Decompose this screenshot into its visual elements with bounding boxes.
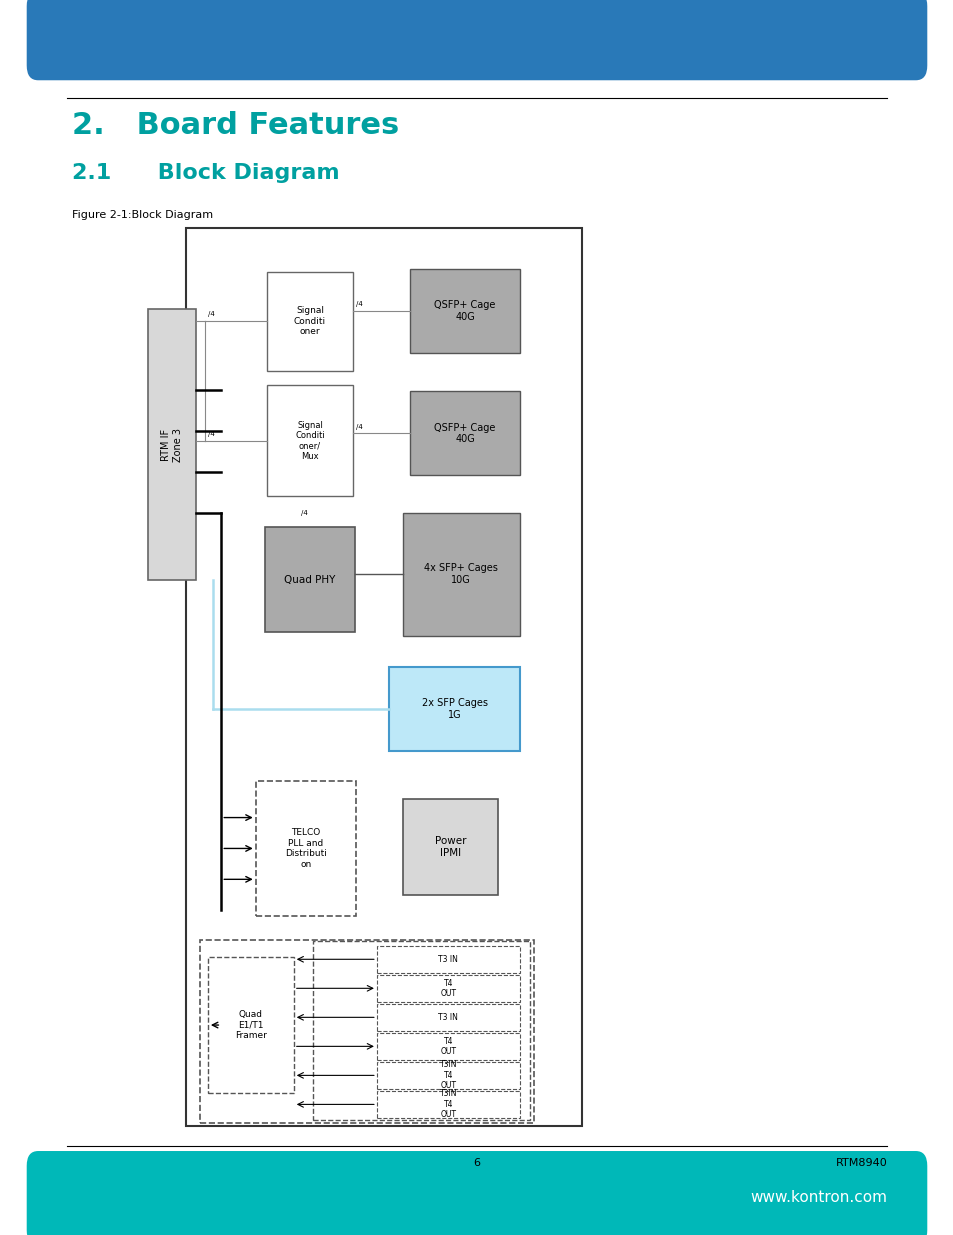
Text: 2x SFP Cages
1G: 2x SFP Cages 1G [421,698,487,720]
Bar [376,1092,519,1118]
Bar [376,1062,519,1089]
Text: T4
OUT: T4 OUT [440,1036,456,1056]
Text: T3 IN: T3 IN [438,1013,457,1021]
Bar [255,781,355,916]
Bar [186,228,581,1126]
Text: Signal
Conditi
oner/
Mux: Signal Conditi oner/ Mux [294,421,325,461]
Text: /4: /4 [300,510,307,516]
Text: QSFP+ Cage
40G: QSFP+ Cage 40G [434,300,496,322]
Text: /4: /4 [355,424,362,430]
Text: T3IN
T4
OUT: T3IN T4 OUT [439,1089,456,1119]
Bar [376,976,519,1002]
Bar [389,667,519,751]
Text: T4
OUT: T4 OUT [440,978,456,998]
Text: T3IN
T4
OUT: T3IN T4 OUT [439,1061,456,1091]
Text: RTM8940: RTM8940 [835,1158,886,1168]
FancyBboxPatch shape [27,1151,926,1235]
Text: Signal
Conditi
oner: Signal Conditi oner [294,306,326,336]
Bar [265,527,355,632]
FancyBboxPatch shape [27,0,926,80]
Text: T3 IN: T3 IN [438,955,457,963]
Text: 6: 6 [473,1158,480,1168]
Text: QSFP+ Cage
40G: QSFP+ Cage 40G [434,422,496,445]
Bar [410,391,519,475]
Text: RTM IF
Zone 3: RTM IF Zone 3 [161,427,182,462]
Bar [200,940,534,1123]
Text: 2.   Board Features: 2. Board Features [71,111,398,140]
Text: Figure 2-1:Block Diagram: Figure 2-1:Block Diagram [71,210,213,220]
Bar [267,272,353,370]
Bar [148,309,195,580]
Bar [267,385,353,496]
Bar [402,799,497,895]
Text: TELCO
PLL and
Distributi
on: TELCO PLL and Distributi on [285,829,326,868]
Text: /4: /4 [208,431,214,437]
Text: Power
IPMI: Power IPMI [434,836,466,858]
Text: Quad PHY: Quad PHY [284,574,335,585]
Bar [402,513,519,636]
Bar [410,269,519,353]
Text: Quad
E1/T1
Framer: Quad E1/T1 Framer [234,1010,267,1040]
Bar [376,1004,519,1030]
Text: 2.1      Block Diagram: 2.1 Block Diagram [71,163,339,183]
Text: /4: /4 [208,311,214,317]
Text: 4x SFP+ Cages
10G: 4x SFP+ Cages 10G [424,563,497,585]
Text: /4: /4 [355,301,362,308]
Text: www.kontron.com: www.kontron.com [749,1191,886,1205]
Bar [376,946,519,973]
Bar [313,941,530,1120]
Bar [208,957,294,1093]
Bar [376,1032,519,1060]
